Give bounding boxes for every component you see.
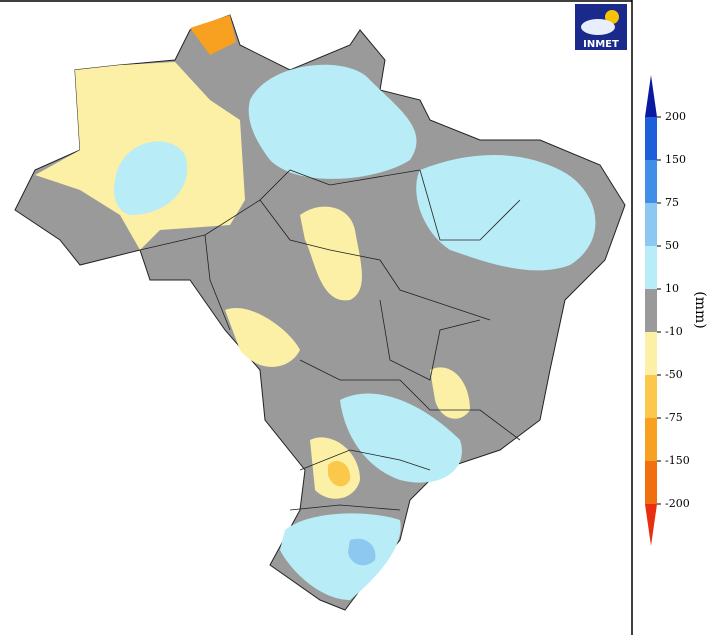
border	[379, 299, 481, 381]
legend-unit: (mm)	[692, 291, 708, 328]
colorbar-label: -200	[665, 497, 690, 510]
border	[204, 234, 231, 331]
wet-region	[348, 538, 376, 566]
colorbar-triangle	[645, 504, 657, 546]
colorbar-segment	[645, 418, 657, 461]
colorbar-segment	[645, 375, 657, 418]
colorbar-segment	[645, 289, 657, 332]
colorbar-label: 50	[665, 239, 679, 252]
colorbar-label: 150	[665, 153, 686, 166]
logo: INMET	[575, 4, 627, 50]
border	[299, 359, 521, 441]
colorbar-segment	[645, 117, 657, 160]
colorbar-segment	[645, 160, 657, 203]
colorbar-label: 75	[665, 196, 679, 209]
colorbar-segment	[645, 203, 657, 246]
wet-region	[340, 393, 462, 483]
wet-region	[113, 141, 188, 215]
wet-region	[280, 513, 401, 600]
colorbar-triangle	[645, 75, 657, 117]
colorbar-label: 10	[665, 282, 679, 295]
wet-region	[248, 64, 417, 179]
dry-region	[225, 308, 300, 367]
border	[299, 449, 431, 471]
colorbar-label: -150	[665, 454, 690, 467]
dry-region	[430, 367, 470, 419]
border	[259, 199, 491, 321]
border	[289, 504, 401, 511]
map	[14, 14, 626, 611]
colorbar-segment	[645, 332, 657, 375]
logo-cloud	[581, 19, 615, 35]
state-borders	[139, 169, 521, 511]
logo-sun	[605, 10, 619, 24]
dry-region	[300, 206, 362, 301]
dry-region	[328, 460, 351, 487]
colorbar-label: -75	[665, 411, 683, 424]
legend: (mm) 200 150 75 50 10 -10 -50 -75 -150 -200	[645, 75, 708, 546]
logo-text: INMET	[583, 39, 619, 50]
colorbar-segment	[645, 246, 657, 289]
colorbar-segment	[645, 461, 657, 504]
colorbar-label: -50	[665, 368, 683, 381]
colorbar-label: 200	[665, 110, 686, 123]
border	[139, 169, 421, 251]
border	[419, 169, 521, 241]
colorbar-label: -10	[665, 325, 683, 338]
dry-region	[190, 15, 236, 55]
wet-region	[416, 155, 596, 271]
